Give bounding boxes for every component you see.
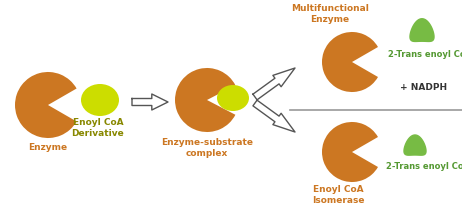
Text: 2-Trans enoyl CoA: 2-Trans enoyl CoA <box>386 162 462 171</box>
Text: Enzyme-substrate
complex: Enzyme-substrate complex <box>161 138 253 158</box>
Polygon shape <box>132 94 168 110</box>
Polygon shape <box>410 19 434 41</box>
Polygon shape <box>253 68 295 100</box>
Ellipse shape <box>81 84 119 116</box>
Wedge shape <box>15 72 77 138</box>
Wedge shape <box>175 68 235 132</box>
Text: Enzyme: Enzyme <box>29 143 67 152</box>
Polygon shape <box>253 100 295 132</box>
Text: Multifunctional
Enzyme: Multifunctional Enzyme <box>291 4 369 24</box>
Ellipse shape <box>217 85 249 111</box>
Polygon shape <box>404 135 426 155</box>
Text: Enoyl CoA
Derivative: Enoyl CoA Derivative <box>72 118 124 138</box>
Wedge shape <box>322 122 378 182</box>
Wedge shape <box>322 32 378 92</box>
Text: 2-Trans enoyl CoA: 2-Trans enoyl CoA <box>388 50 462 59</box>
Text: Enoyl CoA
Isomerase: Enoyl CoA Isomerase <box>312 185 364 205</box>
Text: + NADPH: + NADPH <box>400 83 447 92</box>
